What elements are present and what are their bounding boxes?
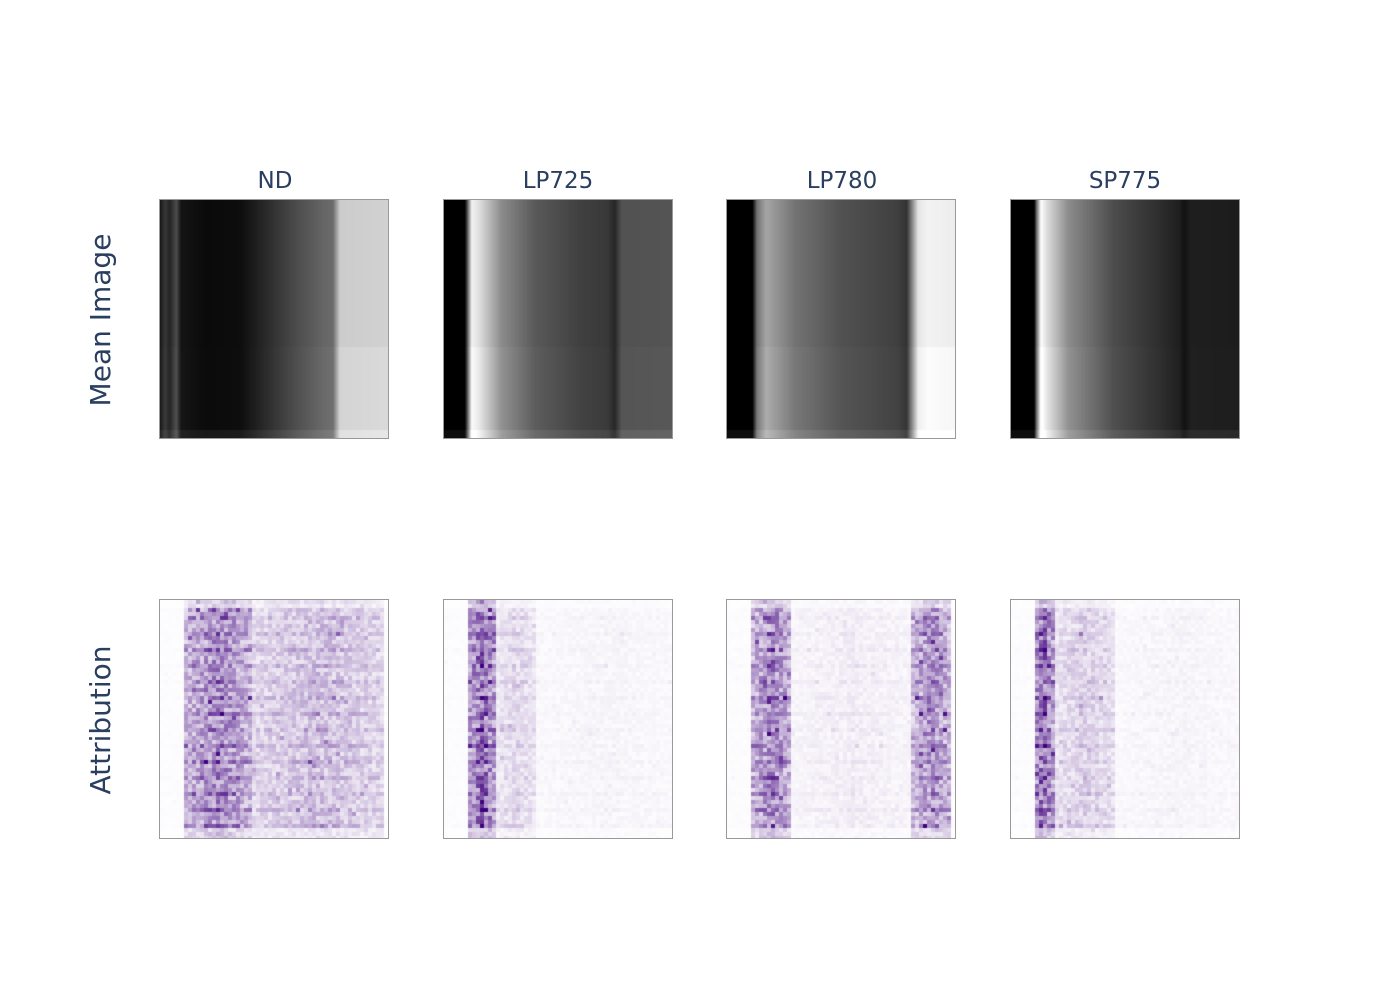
column-title-sp775: SP775 [1088,168,1162,194]
column-title-lp780: LP780 [806,168,878,194]
attribution-panel-lp725 [443,599,673,839]
attribution-heatmap-sp775 [1011,600,1239,838]
attribution-heatmap-lp780 [727,600,955,838]
attribution-heatmap-nd [160,600,388,838]
attribution-panel-lp780 [726,599,956,839]
attribution-panel-sp775 [1010,599,1240,839]
row-label-attribution: Attribution [84,645,117,795]
mean-image-panel-sp775 [1010,199,1240,439]
mean-image-panel-lp780 [726,199,956,439]
attribution-panel-nd [159,599,389,839]
column-title-lp725: LP725 [522,168,594,194]
column-title-nd: ND [257,168,293,194]
mean-image-heatmap-sp775 [1011,200,1239,438]
attribution-heatmap-lp725 [444,600,672,838]
mean-image-panel-nd [159,199,389,439]
row-label-mean-image: Mean Image [84,233,117,407]
mean-image-panel-lp725 [443,199,673,439]
mean-image-heatmap-lp780 [727,200,955,438]
mean-image-heatmap-nd [160,200,388,438]
mean-image-heatmap-lp725 [444,200,672,438]
